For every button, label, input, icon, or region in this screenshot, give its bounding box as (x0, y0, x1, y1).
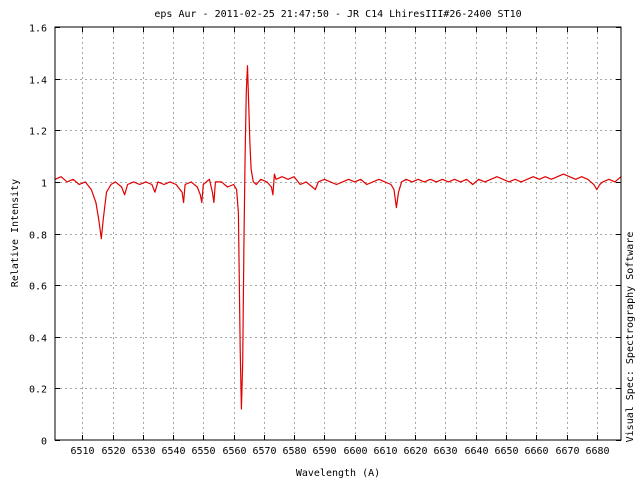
y-tick-label: 0.2 (29, 385, 47, 396)
y-tick-label: 1.6 (29, 24, 47, 35)
plot-frame (54, 26, 622, 441)
x-tick-label: 6640 (464, 446, 488, 457)
x-tick-label: 6620 (403, 446, 427, 457)
y-tick-label: 0.6 (29, 282, 47, 293)
y-tick-label: 1.4 (29, 76, 47, 87)
x-axis-label: Wavelength (A) (296, 468, 380, 479)
x-tick-label: 6600 (343, 446, 367, 457)
chart-title: eps Aur - 2011-02-25 21:47:50 - JR C14 L… (154, 9, 521, 20)
software-label: Visual Spec: Spectrography Software (625, 232, 636, 443)
y-tick-label: 0.4 (29, 334, 47, 345)
y-axis-label: Relative Intensity (10, 179, 21, 287)
x-tick-labels: 6510 6520 6530 6540 6550 6560 6570 6580 6590 6600… (70, 446, 609, 457)
x-tick-label: 6680 (585, 446, 609, 457)
x-tick-label: 6520 (101, 446, 125, 457)
x-tick-label: 6660 (524, 446, 548, 457)
spectrum-line (54, 65, 622, 410)
x-tick-label: 6540 (161, 446, 185, 457)
x-tick-label: 6560 (222, 446, 246, 457)
y-tick-label: 0 (41, 437, 47, 448)
y-tick-label: 0.8 (29, 231, 47, 242)
x-tick-label: 6580 (282, 446, 306, 457)
grid-lines (55, 27, 621, 440)
y-tick-label: 1 (41, 179, 47, 190)
x-tick-label: 6530 (131, 446, 155, 457)
x-tick-label: 6510 (70, 446, 94, 457)
series-layer (54, 65, 622, 410)
x-tick-label: 6630 (433, 446, 457, 457)
x-tick-label: 6610 (373, 446, 397, 457)
y-tick-labels: 0 0.2 0.4 0.6 0.8 1 1.2 1.4 1.6 (29, 24, 47, 448)
x-tick-label: 6570 (252, 446, 276, 457)
y-tick-label: 1.2 (29, 127, 47, 138)
x-tick-label: 6550 (191, 446, 215, 457)
axis-ticks (55, 27, 621, 441)
x-tick-label: 6670 (555, 446, 579, 457)
x-tick-label: 6590 (312, 446, 336, 457)
x-tick-label: 6650 (494, 446, 518, 457)
